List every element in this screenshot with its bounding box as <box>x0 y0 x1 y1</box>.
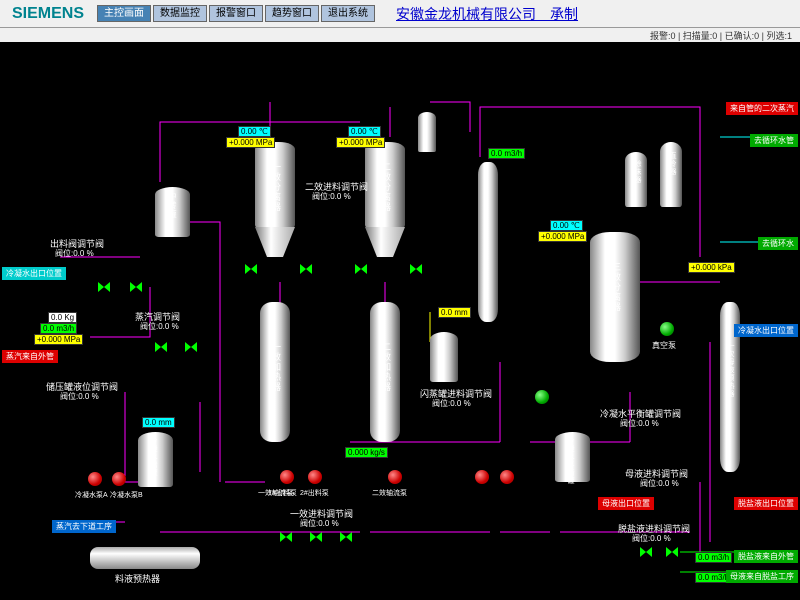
tag-desalt: 脱盐液出口位置 <box>734 497 798 510</box>
reading-t3: 0.00 ℃ <box>550 220 583 231</box>
label-transfer-tank: 中转罐 <box>167 192 178 219</box>
pump-vacuum[interactable] <box>660 322 674 336</box>
reading-p1: +0.000 MPa <box>226 137 275 148</box>
reading-t2: 0.00 ℃ <box>348 126 381 137</box>
label-balance: 冷凝水平衡罐 <box>565 437 575 485</box>
valve-icon-8[interactable] <box>410 264 422 274</box>
tag-condout: 冷凝水出口位置 <box>734 324 798 337</box>
pump-cond2b[interactable] <box>500 470 514 484</box>
reading-lvl3: 0.0 mm <box>438 307 471 318</box>
vessel-defoam1 <box>418 112 436 152</box>
valve-icon-7[interactable] <box>355 264 367 274</box>
reading-f1: 0.0 m3/h <box>488 148 525 159</box>
tag-mother: 母液出口位置 <box>598 497 654 510</box>
valve2-pos: 阀位:0.0 % <box>140 321 179 332</box>
nav-main[interactable]: 主控画面 <box>97 5 151 22</box>
label-sep1: 一效分离器 <box>270 162 283 212</box>
tag-steam-in: 蒸汽来自外管 <box>2 350 58 363</box>
reading-p2: +0.000 MPa <box>336 137 385 148</box>
pump-axial1-label: 一效轴流泵 <box>258 488 293 498</box>
tag-condout1: 冷凝水出口位置 <box>2 267 66 280</box>
pump-out1[interactable] <box>280 470 294 484</box>
top-toolbar: SIEMENS 主控画面 数据监控 报警窗口 趋势窗口 退出系统 安徽金龙机械有… <box>0 0 800 28</box>
valve-icon-10[interactable] <box>310 532 322 542</box>
label-heat1: 一效加热器 <box>270 342 283 392</box>
label-defoam2: 除沫器 <box>632 160 642 184</box>
valve9-pos: 阀位:0.0 % <box>632 533 671 544</box>
tag-mother-in: 母液来自脱盐工序 <box>726 570 798 583</box>
pump-cond-a[interactable] <box>88 472 102 486</box>
reading-p3: +0.000 MPa <box>538 231 587 242</box>
pump-cond-b[interactable] <box>112 472 126 486</box>
label-heat2: 二效加热器 <box>380 342 393 392</box>
pump-cond-a-label: 冷凝水泵A <box>75 490 108 500</box>
tag-desalt-in: 脱盐液来自外管 <box>734 550 798 563</box>
valve6-pos: 阀位:0.0 % <box>620 418 659 429</box>
scada-canvas: 中转罐 一效分离器 二效分离器 三效分离器 除沫器 直冷器 一效加热器 二效加热… <box>0 42 800 600</box>
tag-steam2: 来自管的二次蒸汽 <box>726 102 798 115</box>
valve-icon-4[interactable] <box>185 342 197 352</box>
valve-icon-5[interactable] <box>245 264 257 274</box>
valve8-pos: 阀位:0.0 % <box>300 518 339 529</box>
pump-axial2[interactable] <box>388 470 402 484</box>
status-text: 报警:0 | 扫描量:0 | 已确认:0 | 列选:1 <box>650 29 792 42</box>
valve-icon-9[interactable] <box>280 532 292 542</box>
label-sep2: 二效分离器 <box>380 162 393 212</box>
page-title: 安徽金龙机械有限公司 承制 <box>396 4 578 24</box>
label-sep3: 三效分离器 <box>610 262 623 312</box>
reading-v2: +0.000 MPa <box>34 334 83 345</box>
reading-f2: 0.0 m3/h <box>695 552 732 563</box>
nav-exit[interactable]: 退出系统 <box>321 5 375 22</box>
tag-circ1: 去循环水管 <box>750 134 798 147</box>
vessel-sep3-small <box>478 162 498 322</box>
valve3-pos: 阀位:0.0 % <box>60 391 99 402</box>
reading-lvl2: 0.0 mm <box>142 417 175 428</box>
vessel-sep1-cone <box>255 227 295 257</box>
valve-icon-11[interactable] <box>340 532 352 542</box>
status-bar: 报警:0 | 扫描量:0 | 已确认:0 | 列选:1 <box>0 28 800 42</box>
vacuum-label: 真空泵 <box>652 340 676 351</box>
nav-data[interactable]: 数据监控 <box>153 5 207 22</box>
label-cooler: 直冷器 <box>667 152 677 176</box>
tag-steam-out: 蒸汽去下道工序 <box>52 520 116 533</box>
reading-v1: 0.0 m3/h <box>40 323 77 334</box>
valve4-pos: 阀位:0.0 % <box>312 191 351 202</box>
vessel-flash <box>430 332 458 382</box>
valve5-pos: 阀位:0.0 % <box>432 398 471 409</box>
heat-exchanger <box>90 547 200 569</box>
reading-p4: +0.000 kPa <box>688 262 735 273</box>
reading-t1: 0.00 ℃ <box>238 126 271 137</box>
pipe-network <box>0 42 800 600</box>
valve1-pos: 阀位:0.0 % <box>55 248 94 259</box>
valve-icon-3[interactable] <box>155 342 167 352</box>
label-preheater: 料液预热器 <box>115 572 160 585</box>
nav-alarm[interactable]: 报警窗口 <box>209 5 263 22</box>
label-condtank: 冷凝水储罐 <box>148 437 158 477</box>
tag-circ2: 去循环水 <box>758 237 798 250</box>
pump-axial2-label: 二效轴流泵 <box>372 488 407 498</box>
vessel-sep2-cone <box>365 227 405 257</box>
valve7-pos: 阀位:0.0 % <box>640 478 679 489</box>
valve-icon-6[interactable] <box>300 264 312 274</box>
valve-icon-2[interactable] <box>130 282 142 292</box>
valve-icon-1[interactable] <box>98 282 110 292</box>
nav-trend[interactable]: 趋势窗口 <box>265 5 319 22</box>
pump-axial3[interactable] <box>535 390 549 404</box>
valve-icon-13[interactable] <box>666 547 678 557</box>
pump-cond-b-label: 冷凝水泵B <box>110 490 143 500</box>
label-preheat: 一次母液预热器 <box>725 342 735 398</box>
pump-cond2a[interactable] <box>475 470 489 484</box>
valve-icon-12[interactable] <box>640 547 652 557</box>
reading-kg: 0.0 Kg <box>48 312 77 323</box>
logo: SIEMENS <box>0 5 96 23</box>
pump-out2-label: 2#出料泵 <box>300 488 329 498</box>
reading-f4: 0.000 kg/s <box>345 447 388 458</box>
pump-out2[interactable] <box>308 470 322 484</box>
